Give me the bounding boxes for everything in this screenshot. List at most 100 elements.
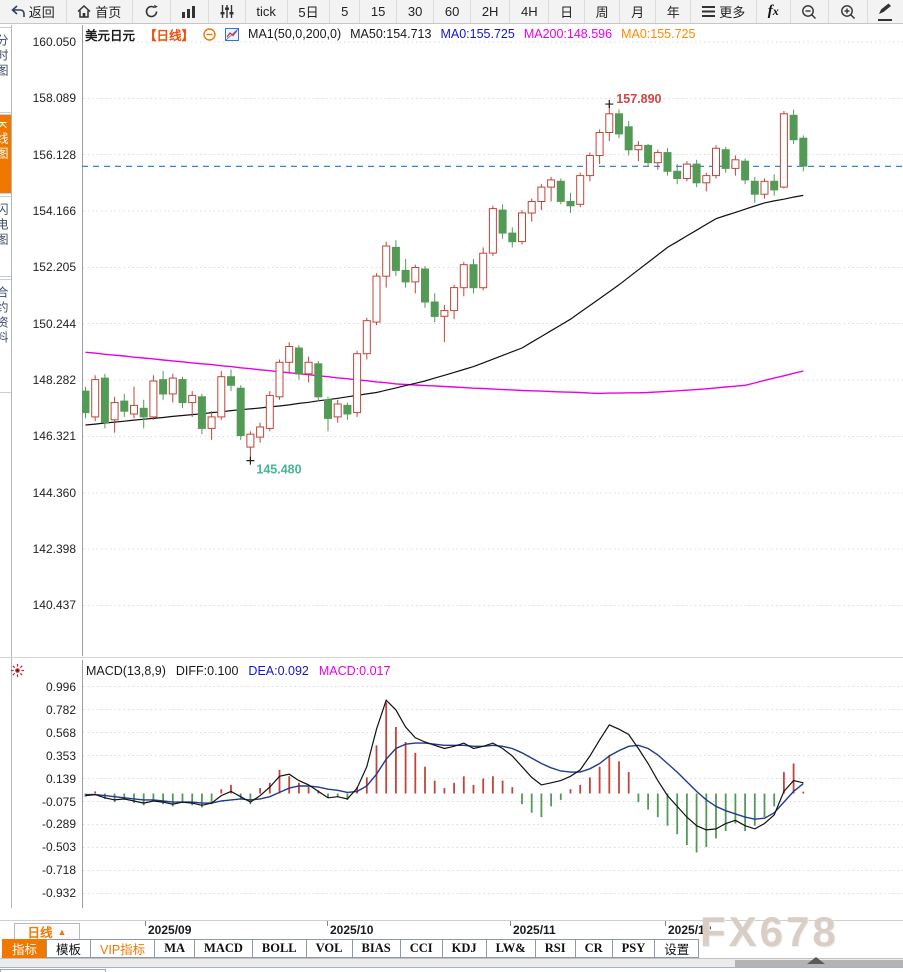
candle[interactable] [605,104,614,142]
candle[interactable] [450,284,459,320]
candle[interactable] [731,155,740,176]
candle[interactable] [799,135,808,172]
candle[interactable] [644,144,653,167]
toolbar-button-pencil-icon[interactable] [868,0,903,23]
candle[interactable] [488,205,497,256]
candle[interactable] [304,356,313,383]
indicator-button-设置[interactable]: 设置 [654,939,700,958]
candle[interactable] [372,273,381,325]
candle[interactable] [275,359,284,400]
toolbar-button-首页[interactable]: 首页 [67,0,134,23]
candle[interactable] [663,148,672,176]
indicator-button-VIP指标[interactable]: VIP指标 [90,939,156,958]
candle[interactable] [324,396,332,432]
toolbar-button-2H[interactable]: 2H [471,0,511,23]
candle[interactable] [100,373,109,429]
toolbar-button-更多[interactable]: 更多 [691,0,758,23]
candle[interactable] [256,422,265,443]
candle[interactable] [236,385,245,440]
toolbar-button-日[interactable]: 日 [549,0,585,23]
candle[interactable] [469,258,478,294]
candle[interactable] [168,373,177,403]
candle[interactable] [159,371,168,400]
toolbar-button-60[interactable]: 60 [434,0,472,23]
candle[interactable] [110,396,119,433]
toolbar-button-zoom-out-icon[interactable] [791,0,830,23]
candle[interactable] [246,431,255,461]
mini-chart-icon[interactable] [225,27,240,41]
toolbar-button-5[interactable]: 5 [330,0,361,23]
toolbar-button-refresh-icon[interactable] [133,0,171,23]
candlestick-chart[interactable]: 157.890 145.480 [82,25,903,656]
sidebar-tab-分时图[interactable]: 分时图 [0,27,11,113]
candle[interactable] [401,258,410,288]
candle[interactable] [518,210,526,245]
indicator-button-CCI[interactable]: CCI [399,939,443,958]
candle[interactable] [353,350,362,417]
candle[interactable] [207,411,216,440]
candle[interactable] [188,391,197,417]
candle[interactable] [615,109,623,139]
scrollbar-handle-icon[interactable] [807,957,825,964]
candle[interactable] [527,198,536,222]
candle[interactable] [556,178,565,205]
candle[interactable] [139,399,148,429]
indicator-button-MA[interactable]: MA [154,939,196,958]
candle[interactable] [721,146,730,173]
candle[interactable] [265,391,274,432]
candle[interactable] [653,149,662,170]
indicator-button-VOL[interactable]: VOL [305,939,353,958]
candle[interactable] [624,121,633,156]
horizontal-scrollbar[interactable] [0,957,903,968]
indicator-button-指标[interactable]: 指标 [2,939,48,958]
candle[interactable] [585,152,594,182]
candle[interactable] [130,386,138,419]
toolbar-button-周[interactable]: 周 [585,0,621,23]
candle[interactable] [770,174,779,196]
toolbar-button-返回[interactable]: 返回 [0,0,67,23]
toolbar-button-tick[interactable]: tick [246,0,288,23]
clipped-panel-tab[interactable] [0,969,106,972]
candle[interactable] [712,145,720,179]
toolbar-button-5日[interactable]: 5日 [288,0,331,23]
indicator-button-CR[interactable]: CR [574,939,613,958]
toolbar-button-4H[interactable]: 4H [510,0,550,23]
candle[interactable] [314,360,323,402]
candle[interactable] [459,261,468,297]
candle[interactable] [285,342,294,374]
candle[interactable] [333,399,342,423]
candle[interactable] [440,304,449,343]
indicator-button-PSY[interactable]: PSY [611,939,656,958]
indicator-button-RSI[interactable]: RSI [534,939,576,958]
toolbar-button-月[interactable]: 月 [620,0,656,23]
candle[interactable] [789,109,798,145]
candle[interactable] [227,369,235,392]
candle[interactable] [576,172,585,208]
candle[interactable] [692,159,701,188]
candle[interactable] [595,129,604,165]
candle[interactable] [120,393,129,417]
candle[interactable] [362,317,371,360]
indicator-settings-sun-icon[interactable] [10,663,25,683]
toolbar-button-30[interactable]: 30 [397,0,435,23]
candle[interactable] [779,111,788,189]
candle[interactable] [197,393,206,435]
candle[interactable] [178,376,187,409]
toolbar-button-zoom-in-icon[interactable] [829,0,868,23]
candle[interactable] [537,184,546,211]
candle[interactable] [741,158,750,185]
candle[interactable] [430,293,439,323]
candle[interactable] [673,164,682,185]
indicator-button-KDJ[interactable]: KDJ [441,939,487,958]
candle[interactable] [421,266,429,308]
period-selector-button[interactable]: 日线 ▲ [14,923,80,940]
candle[interactable] [82,386,90,419]
candle[interactable] [702,172,711,192]
candle[interactable] [294,345,303,380]
candle[interactable] [391,240,400,277]
indicator-button-BOLL[interactable]: BOLL [251,939,307,958]
toolbar-button-fx-icon[interactable]: fx [757,0,791,23]
candle[interactable] [547,177,556,202]
sidebar-tab-K线图[interactable]: K线图 [0,114,11,194]
macd-chart[interactable] [82,660,903,908]
